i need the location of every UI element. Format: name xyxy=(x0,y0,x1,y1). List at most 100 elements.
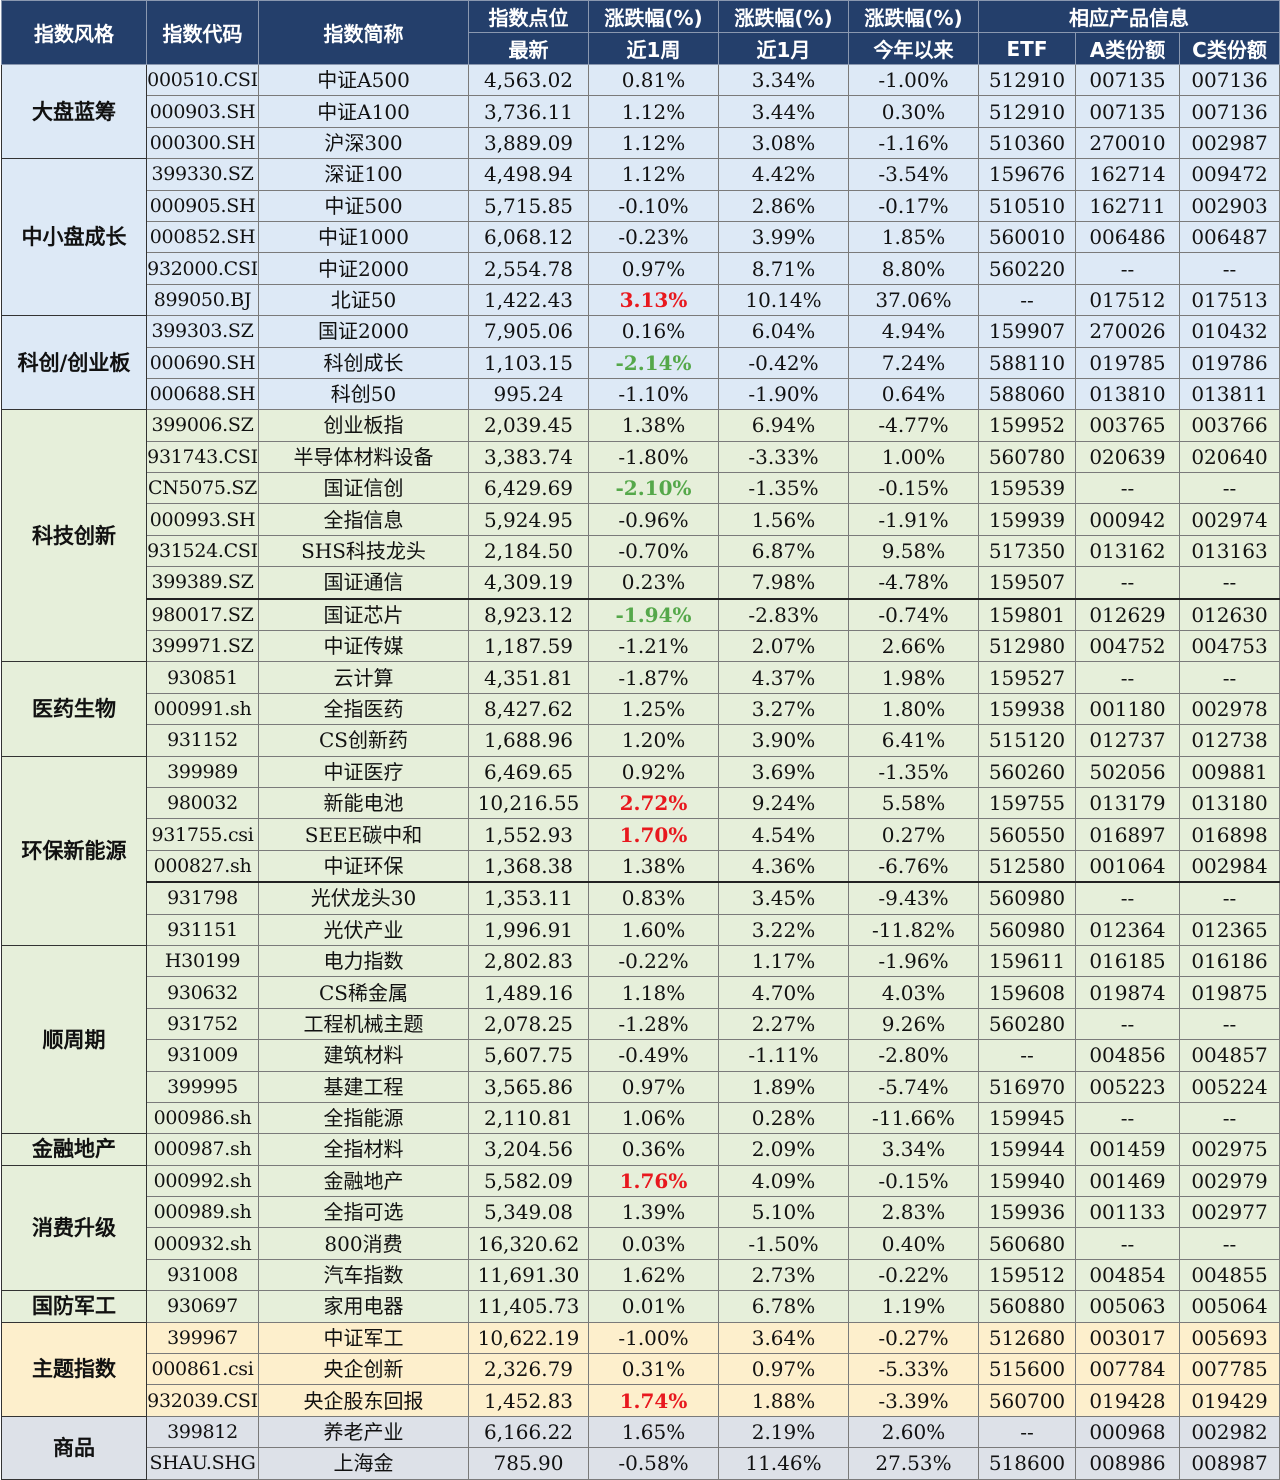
table-row: 000986.sh 全指能源 2,110.81 1.06% 0.28% -11.66% 15… xyxy=(2,1101,1280,1135)
change-1week-cell: -0.23% xyxy=(588,220,719,254)
index-name-cell: 中证军工 xyxy=(258,1321,469,1355)
class-c-code-cell: 002903 xyxy=(1178,189,1280,222)
class-a-code-cell: 004752 xyxy=(1075,630,1180,663)
index-code-cell: 000690.SH xyxy=(146,346,259,379)
class-c-code-cell: 013180 xyxy=(1178,786,1280,820)
class-a-code-cell: 012737 xyxy=(1075,724,1180,757)
latest-points-cell: 5,349.08 xyxy=(468,1196,589,1229)
latest-points-cell: 8,923.12 xyxy=(468,597,589,632)
latest-points-cell: 2,326.79 xyxy=(468,1353,589,1386)
class-a-code-cell: 019785 xyxy=(1075,346,1180,379)
index-name-cell: 沪深300 xyxy=(258,126,469,160)
latest-points-cell: 5,582.09 xyxy=(468,1164,589,1198)
latest-points-cell: 1,996.91 xyxy=(468,913,589,946)
class-a-code-cell: 001469 xyxy=(1075,1164,1180,1198)
latest-points-cell: 1,103.15 xyxy=(468,346,589,379)
latest-points-cell: 2,184.50 xyxy=(468,534,589,568)
change-1month-cell: 0.28% xyxy=(718,1101,849,1135)
header-row-1: 指数风格 指数代码 指数简称 指数点位 涨跌幅(%) 涨跌幅(%) 涨跌幅(%)… xyxy=(1,0,1280,65)
change-1week-cell: -0.58% xyxy=(588,1447,719,1480)
change-1month-cell: 2.09% xyxy=(718,1133,849,1166)
class-a-code-cell: 003017 xyxy=(1075,1321,1180,1355)
index-name-cell: 家用电器 xyxy=(258,1290,469,1323)
table-row: 医药生物 930851 云计算 4,351.81 -1.87% 4.37% 1.98% 159… xyxy=(1,661,1280,757)
style-category-cell: 商品 xyxy=(1,1415,147,1480)
etf-code-cell: 560700 xyxy=(978,1384,1076,1417)
change-1month-cell: -2.83% xyxy=(718,597,849,632)
etf-code-cell: 588110 xyxy=(978,346,1076,379)
change-ytd-cell: -0.17% xyxy=(848,189,979,222)
latest-points-cell: 3,565.86 xyxy=(468,1070,589,1103)
class-c-code-cell: 012630 xyxy=(1178,597,1280,632)
class-a-code-cell: 001459 xyxy=(1075,1133,1180,1166)
table-row: 931798 光伏龙头30 1,353.11 0.83% 3.45% -9.43% 5609… xyxy=(2,881,1280,915)
table-row: 399971.SZ 中证传媒 1,187.59 -1.21% 2.07% 2.66% 512… xyxy=(2,630,1280,663)
latest-points-cell: 1,422.43 xyxy=(468,283,589,317)
change-ytd-cell: -11.66% xyxy=(848,1101,979,1135)
table-row: 931755.csi SEEE碳中和 1,552.93 1.70% 4.54% 0.27%… xyxy=(2,818,1280,851)
index-name-cell: 央企创新 xyxy=(258,1353,469,1386)
change-ytd-cell: -0.22% xyxy=(848,1258,979,1292)
table-row: 000827.sh 中证环保 1,368.38 1.38% 4.36% -6.76% 512… xyxy=(2,849,1280,883)
subheader-ytd: 今年以来 xyxy=(848,32,979,65)
table-row: 932000.CSI 中证2000 2,554.78 0.97% 8.71% 8.80% 5… xyxy=(2,252,1280,285)
latest-points-cell: 7,905.06 xyxy=(468,315,589,348)
class-c-code-cell: 002977 xyxy=(1178,1196,1280,1229)
latest-points-cell: 4,563.02 xyxy=(468,63,589,97)
table-row: 金融地产 000987.sh 全指材料 3,204.56 0.36% 2.09% 3.34%… xyxy=(1,1133,1280,1166)
class-a-code-cell: 016185 xyxy=(1075,944,1180,978)
index-code-cell: 000827.sh xyxy=(146,849,259,883)
index-name-cell: 北证50 xyxy=(258,283,469,317)
table-row: 931152 CS创新药 1,688.96 1.20% 3.90% 6.41% 515120… xyxy=(2,724,1280,757)
style-category-cell: 医药生物 xyxy=(1,661,147,757)
change-1week-cell: 0.81% xyxy=(588,63,719,97)
index-code-cell: 931008 xyxy=(146,1258,259,1292)
index-code-cell: 000989.sh xyxy=(146,1196,259,1229)
latest-points-cell: 3,383.74 xyxy=(468,440,589,474)
change-1week-cell: 1.12% xyxy=(588,126,719,160)
index-code-cell: 899050.BJ xyxy=(146,283,259,317)
index-code-cell: 000992.sh xyxy=(146,1164,259,1198)
change-1week-cell: 0.03% xyxy=(588,1227,719,1260)
table-row: 000932.sh 800消费 16,320.62 0.03% -1.50% 0.40% 5… xyxy=(2,1227,1280,1260)
index-code-cell: 399971.SZ xyxy=(146,630,259,663)
latest-points-cell: 16,320.62 xyxy=(468,1227,589,1260)
etf-code-cell: 560260 xyxy=(978,755,1076,788)
latest-points-cell: 785.90 xyxy=(468,1447,589,1480)
class-a-code-cell: 008986 xyxy=(1075,1447,1180,1480)
change-1month-cell: -1.90% xyxy=(718,377,849,411)
class-a-code-cell: -- xyxy=(1075,1101,1180,1135)
class-a-code-cell: 005223 xyxy=(1075,1070,1180,1103)
table-row: 399389.SZ 国证通信 4,309.19 0.23% 7.98% -4.78% 159… xyxy=(2,566,1280,600)
header-code: 指数代码 xyxy=(146,0,259,65)
latest-points-cell: 1,489.16 xyxy=(468,976,589,1009)
table-row: 399995 基建工程 3,565.86 0.97% 1.89% -5.74% 516970… xyxy=(2,1070,1280,1103)
table-row: 大盘蓝筹 000510.CSI 中证A500 4,563.02 0.81% 3.34% -1… xyxy=(1,63,1280,160)
etf-code-cell: 159939 xyxy=(978,503,1076,536)
change-1month-cell: -1.11% xyxy=(718,1039,849,1072)
change-ytd-cell: 1.98% xyxy=(848,661,979,694)
change-1week-cell: 0.36% xyxy=(588,1133,719,1166)
etf-code-cell: 560010 xyxy=(978,220,1076,254)
change-1month-cell: 6.87% xyxy=(718,534,849,568)
change-ytd-cell: 1.80% xyxy=(848,692,979,726)
table-row: 顺周期 H30199 电力指数 2,802.83 -0.22% 1.17% -1.96% 15… xyxy=(1,944,1280,1135)
index-code-cell: 931152 xyxy=(146,724,259,757)
change-ytd-cell: -0.74% xyxy=(848,597,979,632)
class-c-code-cell: 005224 xyxy=(1178,1070,1280,1103)
class-a-code-cell: 019428 xyxy=(1075,1384,1180,1417)
change-1month-cell: 11.46% xyxy=(718,1447,849,1480)
change-1week-cell: -1.87% xyxy=(588,661,719,694)
change-ytd-cell: -1.16% xyxy=(848,126,979,160)
change-1week-cell: 1.12% xyxy=(588,158,719,191)
index-code-cell: 399989 xyxy=(146,755,259,788)
latest-points-cell: 3,204.56 xyxy=(468,1133,589,1166)
index-code-cell: 399812 xyxy=(146,1415,259,1449)
index-name-cell: 中证环保 xyxy=(258,849,469,883)
change-ytd-cell: 1.85% xyxy=(848,220,979,254)
change-ytd-cell: 6.41% xyxy=(848,724,979,757)
change-1week-cell: 1.20% xyxy=(588,724,719,757)
etf-code-cell: 159944 xyxy=(978,1133,1076,1166)
change-1week-cell: 1.39% xyxy=(588,1196,719,1229)
change-1week-cell: 1.38% xyxy=(588,849,719,883)
